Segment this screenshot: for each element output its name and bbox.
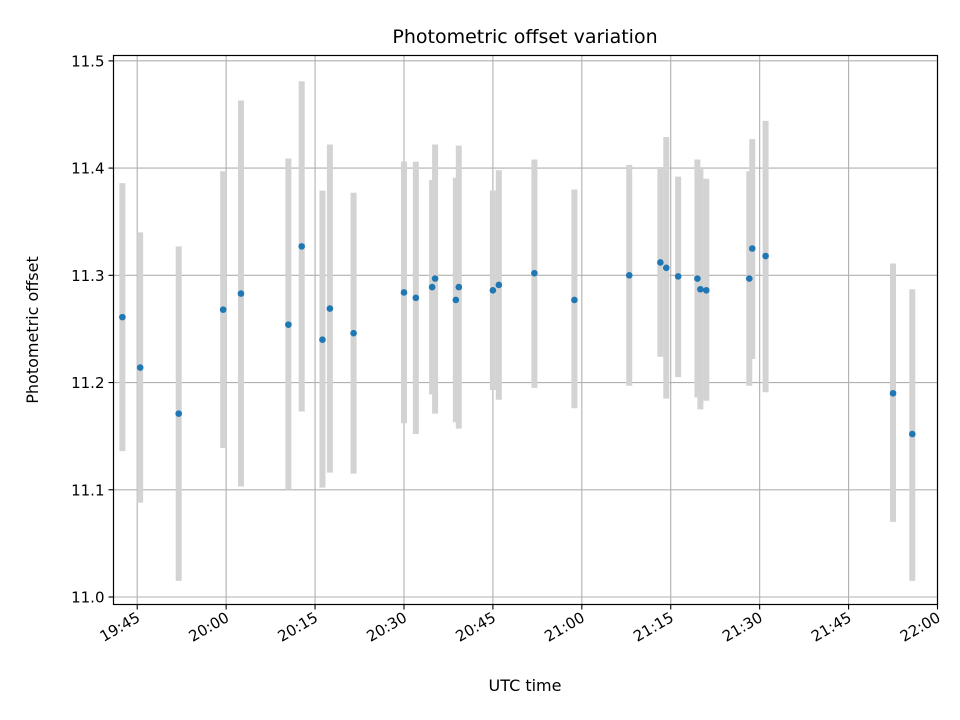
data-point (119, 313, 126, 321)
data-point (694, 275, 701, 282)
data-point (745, 275, 753, 282)
y-tick-label: 11.5 (71, 52, 104, 70)
data-point (136, 364, 144, 371)
data-point (662, 264, 670, 272)
data-point (400, 289, 408, 296)
data-point (909, 430, 916, 438)
data-point (237, 290, 245, 297)
y-tick-label: 11.4 (71, 160, 104, 178)
y-tick-label: 11.0 (71, 588, 104, 606)
data-point (412, 294, 420, 302)
data-point (657, 259, 664, 266)
y-tick-label: 11.3 (71, 267, 104, 285)
data-point (674, 273, 682, 280)
data-point (697, 285, 704, 293)
data-point (319, 336, 326, 343)
y-tick-label: 11.2 (71, 374, 104, 392)
data-point (219, 306, 227, 313)
data-point (571, 296, 578, 304)
data-point (455, 283, 463, 291)
data-point (625, 272, 633, 279)
data-points (119, 243, 916, 438)
data-point (748, 245, 756, 252)
data-point (298, 243, 306, 250)
data-point (350, 329, 357, 337)
data-point (285, 321, 292, 328)
data-point (762, 252, 769, 260)
plot-area (113, 55, 938, 605)
y-axis-label: Photometric offset (23, 256, 42, 404)
data-point (431, 275, 439, 282)
data-point (889, 389, 897, 397)
data-point (452, 296, 460, 304)
y-tick-label: 11.1 (71, 481, 104, 499)
data-point (531, 269, 538, 277)
data-point (495, 281, 503, 289)
x-axis-label: UTC time (489, 676, 562, 695)
plot-frame (112, 54, 939, 606)
data-point (428, 283, 436, 291)
data-point (489, 287, 497, 294)
data-point (326, 305, 334, 312)
data-point (175, 410, 183, 417)
data-point (703, 287, 710, 294)
chart-title: Photometric offset variation (392, 26, 657, 48)
y-axis-ticks: 11.0 11.1 11.2 11.3 11.4 11.5 (71, 52, 114, 606)
